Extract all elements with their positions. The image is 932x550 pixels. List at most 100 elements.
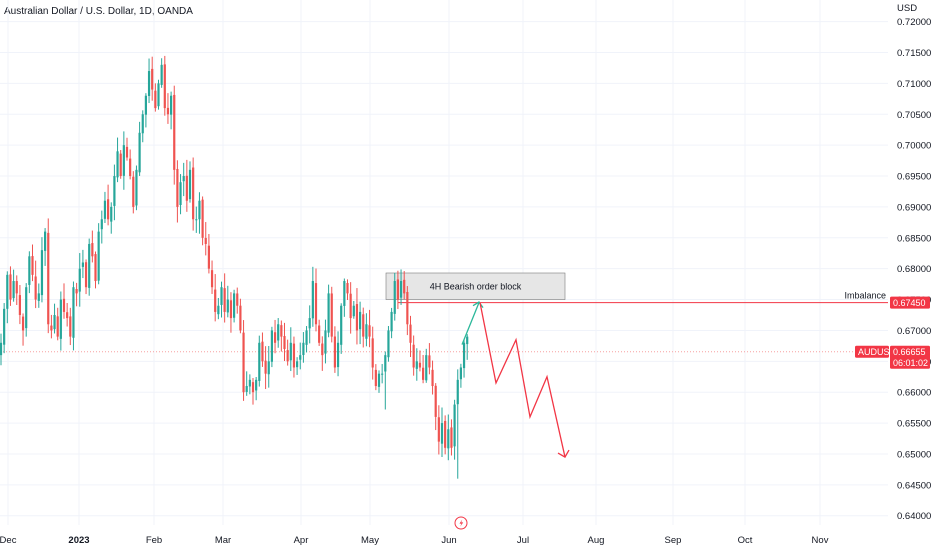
- candle-down: [318, 325, 321, 343]
- candle-up: [113, 176, 116, 206]
- candle-up: [311, 281, 314, 319]
- candle-up: [233, 293, 236, 318]
- candle-up: [381, 373, 384, 375]
- candle-up: [40, 250, 44, 296]
- candle-up: [248, 379, 251, 387]
- chart-title: Australian Dollar / U.S. Dollar, 1D, OAN…: [4, 6, 193, 17]
- candle-down: [21, 316, 25, 331]
- candle-up: [277, 324, 280, 341]
- price-axis[interactable]: 0.72000 0.71500 0.71000 0.70500 0.70000 0.695…: [897, 3, 931, 522]
- candle-down: [437, 417, 440, 442]
- candle-down: [422, 367, 425, 380]
- candle-up: [195, 219, 198, 221]
- candle-down: [84, 262, 88, 288]
- candle-up: [220, 287, 223, 305]
- price-tick-label: 0.71000: [897, 79, 931, 90]
- candle-up: [327, 293, 330, 333]
- candle-up: [103, 200, 107, 219]
- candle-up: [12, 281, 15, 299]
- candle-up: [78, 268, 81, 292]
- candle-up: [377, 373, 381, 387]
- candle-down: [286, 350, 289, 362]
- time-tick-label: Jun: [441, 535, 456, 546]
- candle-down: [9, 274, 12, 300]
- candle-down: [330, 293, 333, 337]
- current-price-tag: [890, 345, 930, 369]
- candle-down: [207, 245, 210, 269]
- candle-down: [280, 325, 283, 337]
- time-tick-label: Mar: [215, 535, 231, 546]
- candle-down: [91, 243, 94, 257]
- candle-down: [129, 158, 132, 177]
- candle-up: [384, 355, 387, 372]
- candle-down: [346, 283, 349, 294]
- candle-up: [122, 145, 125, 176]
- candle-up: [72, 287, 75, 338]
- candle-up: [302, 342, 305, 356]
- candle-down: [34, 276, 37, 300]
- candle-up: [399, 281, 403, 298]
- candle-down: [428, 355, 431, 368]
- candle-up: [100, 219, 103, 230]
- price-tick-label: 0.66000: [897, 388, 931, 399]
- candle-up: [447, 429, 450, 449]
- price-tick-label: 0.70000: [897, 141, 931, 152]
- candle-up: [245, 386, 248, 392]
- candle-up: [343, 281, 346, 306]
- candle-up: [3, 308, 6, 345]
- candle-down: [333, 336, 336, 368]
- time-tick-label: Feb: [146, 535, 162, 546]
- candle-up: [324, 330, 327, 354]
- time-tick-label: Apr: [294, 535, 309, 546]
- candle-up: [37, 293, 40, 301]
- candle-up: [157, 83, 160, 107]
- candle-down: [264, 360, 267, 374]
- candle-up: [138, 132, 141, 173]
- candle-up: [97, 231, 100, 281]
- candle-down: [273, 332, 277, 343]
- imbalance-price: 0.67450: [893, 298, 926, 308]
- candle-down: [431, 369, 434, 387]
- price-tick-label: 0.67000: [897, 326, 931, 337]
- price-tick-label: 0.71500: [897, 48, 931, 59]
- candle-down: [201, 199, 204, 238]
- candle-up: [456, 379, 459, 405]
- candle-down: [185, 175, 188, 201]
- candle-down: [292, 343, 296, 368]
- candle-down: [321, 343, 324, 356]
- candle-up: [453, 404, 456, 447]
- candle-down: [251, 382, 255, 393]
- candle-up: [88, 243, 91, 288]
- candle-down: [107, 199, 110, 220]
- candle-down: [56, 316, 59, 337]
- imbalance-price-tag: [890, 296, 930, 309]
- candle-down: [355, 304, 359, 331]
- candle-down: [50, 325, 53, 331]
- candle-up: [53, 315, 56, 330]
- candle-up: [188, 169, 192, 200]
- candle-up: [141, 114, 144, 134]
- candle-down: [362, 314, 365, 337]
- candle-down: [261, 341, 264, 362]
- projection-down-arrowhead: [557, 449, 570, 458]
- time-axis[interactable]: Dec 2023 Feb Mar Apr May Jun Jul Aug Sep Oct Nov: [0, 535, 829, 546]
- candle-down: [119, 153, 122, 177]
- countdown: 06:01:02: [893, 358, 928, 368]
- imbalance-label: Imbalance: [844, 291, 886, 301]
- candle-down: [434, 385, 437, 417]
- candle-up: [308, 318, 311, 329]
- candle-up: [267, 361, 270, 375]
- candle-down: [371, 338, 374, 368]
- candle-up: [0, 342, 3, 356]
- time-tick-label: Sep: [665, 535, 682, 546]
- candle-down: [239, 305, 242, 331]
- candle-up: [359, 311, 362, 330]
- candle-down: [283, 336, 286, 349]
- candle-down: [176, 168, 179, 207]
- candle-down: [418, 362, 422, 368]
- event-marker-icon: [454, 516, 468, 530]
- candle-down: [406, 291, 409, 325]
- candle-up: [393, 281, 396, 314]
- candle-down: [15, 281, 18, 294]
